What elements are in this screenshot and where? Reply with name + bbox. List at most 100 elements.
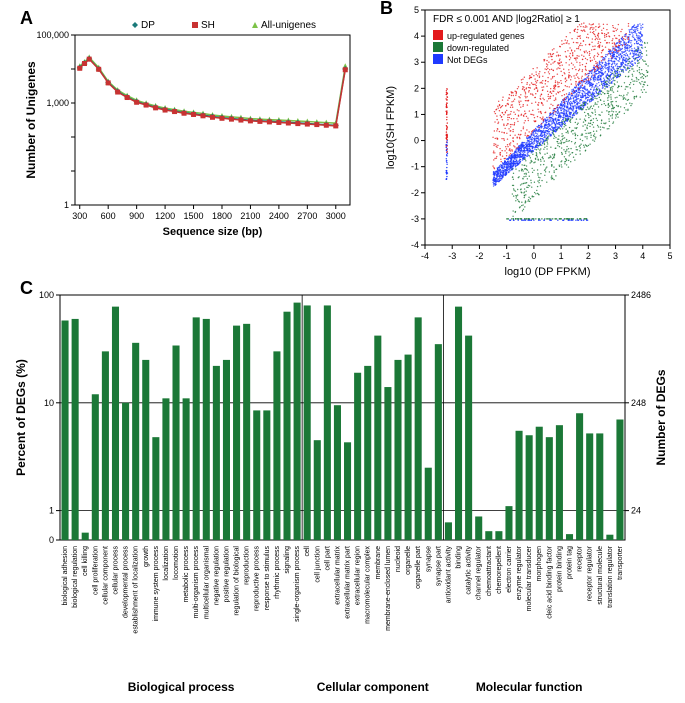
svg-text:response to stimulus: response to stimulus bbox=[264, 546, 271, 611]
svg-text:300: 300 bbox=[72, 211, 87, 221]
svg-text:Percent of DEGs (%): Percent of DEGs (%) bbox=[14, 359, 28, 476]
svg-text:log10 (DP FPKM): log10 (DP FPKM) bbox=[505, 266, 591, 278]
svg-text:membrane-enclosed lumen: membrane-enclosed lumen bbox=[385, 546, 392, 631]
svg-text:synapse part: synapse part bbox=[435, 546, 442, 586]
svg-text:5: 5 bbox=[414, 5, 419, 15]
svg-text:-1: -1 bbox=[411, 162, 419, 172]
svg-text:locomotion: locomotion bbox=[173, 546, 180, 580]
svg-text:enzyme regulator: enzyme regulator bbox=[516, 545, 523, 600]
svg-text:positive regulation: positive regulation bbox=[223, 546, 230, 603]
svg-text:2700: 2700 bbox=[297, 211, 317, 221]
svg-text:catalytic activity: catalytic activity bbox=[466, 546, 473, 595]
svg-text:reproductive process: reproductive process bbox=[254, 546, 261, 611]
svg-text:immune system process: immune system process bbox=[153, 546, 160, 622]
panel-a-chart: 11,000100,000300600900120015001800210024… bbox=[20, 10, 360, 240]
svg-text:SH: SH bbox=[201, 20, 215, 31]
svg-text:3: 3 bbox=[414, 57, 419, 67]
panel-c: C 0110100242482486biological adhesionbio… bbox=[10, 280, 675, 695]
svg-text:0: 0 bbox=[49, 535, 54, 545]
svg-text:1: 1 bbox=[559, 251, 564, 261]
panel-c-label: C bbox=[20, 278, 33, 299]
svg-text:Number of Unigenes: Number of Unigenes bbox=[24, 61, 38, 179]
svg-text:-2: -2 bbox=[411, 188, 419, 198]
svg-text:developmental process: developmental process bbox=[123, 546, 130, 618]
svg-text:cell proliferation: cell proliferation bbox=[92, 546, 99, 595]
svg-text:cellular process: cellular process bbox=[112, 546, 119, 595]
svg-text:DP: DP bbox=[141, 20, 155, 31]
svg-text:1200: 1200 bbox=[155, 211, 175, 221]
svg-text:-1: -1 bbox=[503, 251, 511, 261]
svg-text:negative regulation: negative regulation bbox=[213, 546, 220, 605]
svg-text:600: 600 bbox=[101, 211, 116, 221]
svg-text:1: 1 bbox=[49, 506, 54, 516]
svg-text:2100: 2100 bbox=[240, 211, 260, 221]
svg-text:organelle: organelle bbox=[405, 546, 412, 575]
svg-text:extracellular matrix: extracellular matrix bbox=[334, 546, 341, 605]
svg-text:receptor: receptor bbox=[577, 545, 584, 571]
svg-text:1,000: 1,000 bbox=[46, 98, 69, 108]
svg-text:rhythmic process: rhythmic process bbox=[274, 546, 281, 599]
svg-text:2486: 2486 bbox=[631, 290, 651, 300]
svg-text:Sequence size (bp): Sequence size (bp) bbox=[163, 226, 263, 238]
svg-text:2: 2 bbox=[586, 251, 591, 261]
svg-text:3000: 3000 bbox=[326, 211, 346, 221]
svg-text:-2: -2 bbox=[475, 251, 483, 261]
svg-text:single-organism process: single-organism process bbox=[294, 546, 301, 622]
panel-a: A 11,000100,0003006009001200150018002100… bbox=[20, 10, 360, 240]
svg-text:cell killing: cell killing bbox=[82, 546, 89, 576]
svg-text:100,000: 100,000 bbox=[36, 30, 69, 40]
svg-text:cell junction: cell junction bbox=[314, 546, 321, 583]
svg-text:4: 4 bbox=[414, 31, 419, 41]
svg-text:1800: 1800 bbox=[212, 211, 232, 221]
svg-text:membrane: membrane bbox=[375, 546, 382, 580]
svg-text:900: 900 bbox=[129, 211, 144, 221]
svg-text:electron carrier: electron carrier bbox=[506, 545, 513, 592]
svg-text:4: 4 bbox=[640, 251, 645, 261]
svg-text:morphogen: morphogen bbox=[536, 546, 543, 582]
svg-text:cell: cell bbox=[304, 546, 311, 557]
svg-text:localization: localization bbox=[163, 546, 170, 581]
svg-text:cellular component: cellular component bbox=[102, 546, 109, 605]
svg-text:24: 24 bbox=[631, 506, 641, 516]
svg-text:down-regulated: down-regulated bbox=[447, 43, 509, 53]
svg-text:transporter: transporter bbox=[617, 545, 624, 580]
svg-text:establishment of localization: establishment of localization bbox=[133, 546, 140, 634]
svg-text:metabolic process: metabolic process bbox=[183, 546, 190, 603]
svg-text:molecular transducer: molecular transducer bbox=[526, 545, 533, 611]
svg-text:Number of DEGs: Number of DEGs bbox=[654, 369, 668, 465]
svg-text:up-regulated genes: up-regulated genes bbox=[447, 31, 525, 41]
svg-text:-3: -3 bbox=[448, 251, 456, 261]
svg-text:macromolecular complex: macromolecular complex bbox=[365, 546, 372, 624]
svg-text:signaling: signaling bbox=[284, 546, 291, 574]
svg-text:-4: -4 bbox=[421, 251, 429, 261]
svg-text:Molecular function: Molecular function bbox=[476, 680, 583, 694]
svg-text:channel regulator: channel regulator bbox=[476, 545, 483, 600]
panel-a-label: A bbox=[20, 8, 33, 29]
svg-text:biological adhesion: biological adhesion bbox=[62, 546, 69, 606]
svg-text:FDR ≤ 0.001 AND |log2Ratio| ≥: FDR ≤ 0.001 AND |log2Ratio| ≥ 1 bbox=[433, 14, 580, 25]
svg-text:All-unigenes: All-unigenes bbox=[261, 20, 316, 31]
panel-b-chart: -4-4-3-3-2-2-1-1001122334455log10 (DP FP… bbox=[380, 0, 680, 280]
svg-text:nucleoid: nucleoid bbox=[395, 546, 402, 572]
svg-text:10: 10 bbox=[44, 398, 54, 408]
svg-text:2400: 2400 bbox=[269, 211, 289, 221]
svg-text:regulation of biological: regulation of biological bbox=[234, 546, 241, 616]
svg-text:1: 1 bbox=[64, 200, 69, 210]
svg-text:Biological process: Biological process bbox=[128, 680, 235, 694]
svg-text:100: 100 bbox=[39, 290, 54, 300]
svg-text:multicellular organismal: multicellular organismal bbox=[203, 546, 210, 620]
svg-text:growth: growth bbox=[143, 546, 150, 567]
svg-text:organelle part: organelle part bbox=[415, 546, 422, 589]
svg-text:antioxidant activity: antioxidant activity bbox=[445, 546, 452, 604]
svg-text:protein tag: protein tag bbox=[567, 546, 574, 579]
svg-text:248: 248 bbox=[631, 398, 646, 408]
svg-text:chemorepellent: chemorepellent bbox=[496, 546, 503, 594]
svg-text:extracellular matrix part: extracellular matrix part bbox=[345, 546, 352, 619]
svg-text:translation regulator: translation regulator bbox=[607, 545, 614, 608]
svg-text:-3: -3 bbox=[411, 214, 419, 224]
svg-text:protein binding: protein binding bbox=[556, 546, 563, 592]
panel-b: B -4-4-3-3-2-2-1-1001122334455log10 (DP … bbox=[380, 0, 680, 280]
svg-text:log10(SH FPKM): log10(SH FPKM) bbox=[385, 86, 397, 169]
svg-text:2: 2 bbox=[414, 83, 419, 93]
svg-text:3: 3 bbox=[613, 251, 618, 261]
